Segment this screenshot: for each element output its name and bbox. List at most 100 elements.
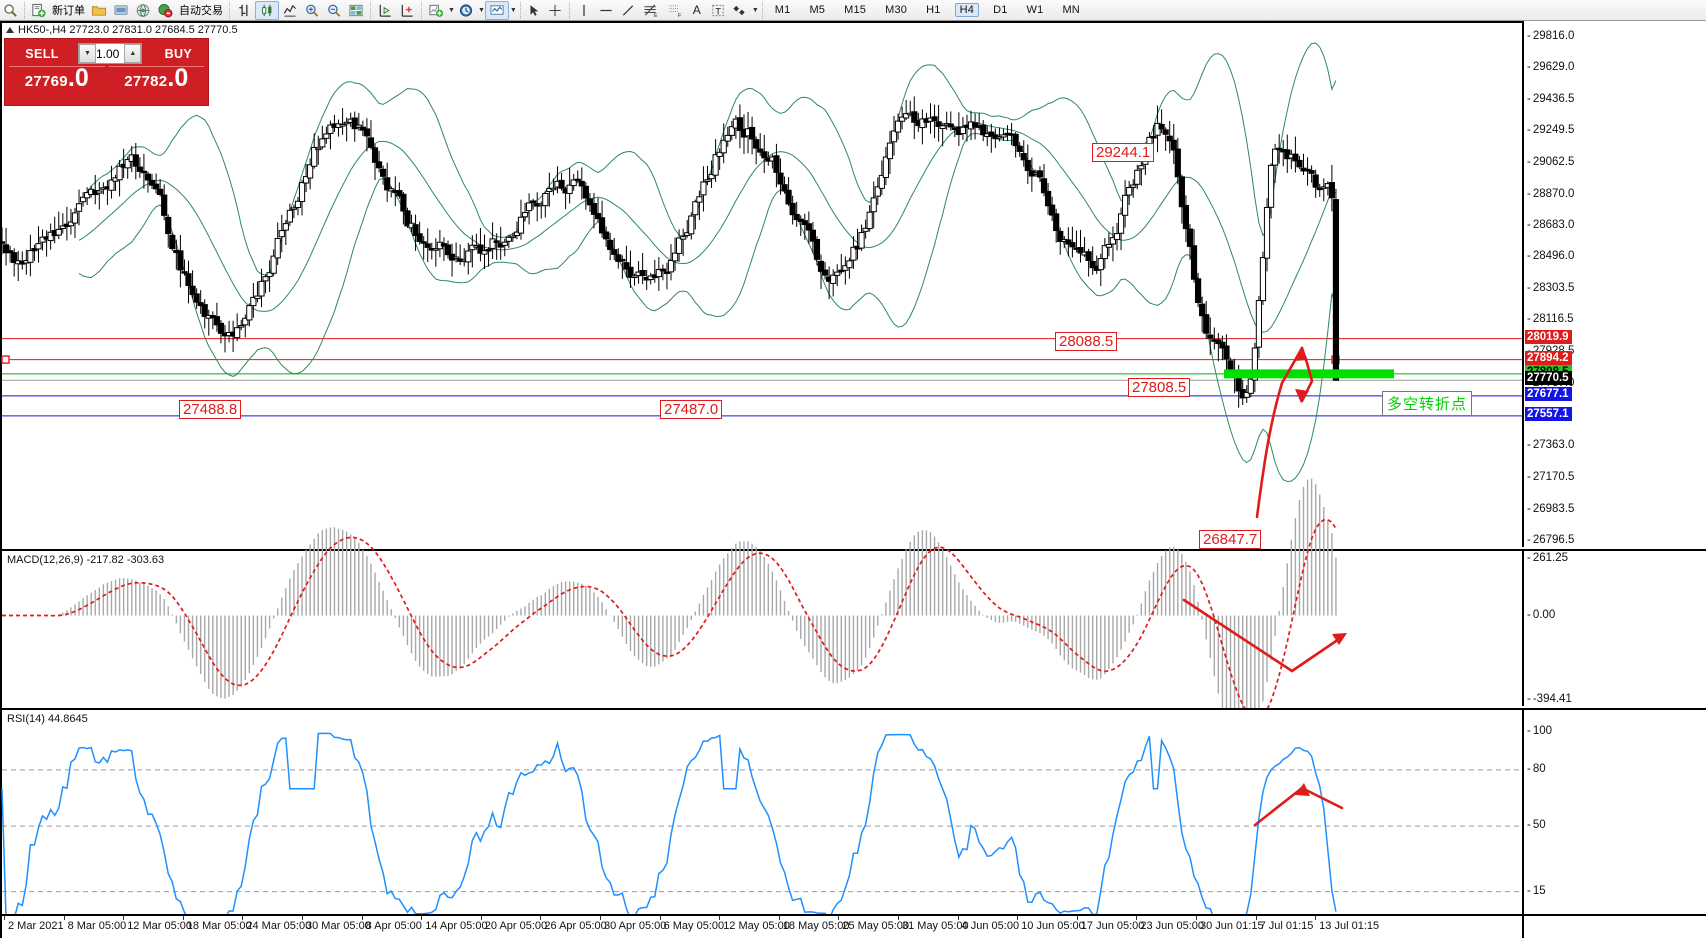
macd-pane[interactable]: MACD(12,26,9) -217.82 -303.63 (2, 478, 1524, 747)
cursor-icon[interactable] (524, 1, 544, 20)
new-order-label[interactable]: 新订单 (52, 5, 85, 17)
crosshair-icon[interactable] (544, 1, 566, 20)
autotrading-icon[interactable] (154, 1, 176, 20)
line-chart-icon[interactable] (279, 1, 301, 20)
volume-increment-button[interactable]: ▲ (124, 44, 142, 63)
folder-icon[interactable] (88, 1, 110, 20)
one-click-trading-panel[interactable]: SELL ▼ 1.00 ▲ BUY 27769 .0 27782 .0 (4, 38, 209, 106)
price-badge-support-line[interactable]: 27557.1 (1525, 406, 1572, 421)
trendline-icon[interactable] (617, 1, 639, 20)
price-level-annotation[interactable]: 27488.8 (179, 400, 242, 419)
timeframe-d1[interactable]: D1 (993, 4, 1008, 16)
toolbar-separator (229, 1, 230, 19)
autotrading-label[interactable]: 自动交易 (179, 5, 223, 17)
bar-chart-icon[interactable] (233, 1, 255, 20)
time-label: 31 May 05:00 (901, 920, 969, 932)
auto-scroll-icon[interactable] (396, 1, 418, 20)
buy-button[interactable]: BUY (164, 46, 193, 61)
price-pane[interactable] (0, 21, 1524, 549)
chart-text-annotation[interactable]: 多空转折点 (1382, 391, 1473, 416)
rsi-pane[interactable]: RSI(14) 44.8645 (1, 708, 1524, 922)
period-clock-icon[interactable] (455, 1, 477, 20)
price-level-annotation[interactable]: 29244.1 (1092, 143, 1155, 162)
price-level-annotation[interactable]: 26847.7 (1199, 530, 1262, 549)
chart-shift-icon[interactable] (374, 1, 396, 20)
time-tick (182, 916, 184, 920)
price-badge-last-price[interactable]: 27770.5 (1525, 371, 1572, 386)
vertical-line-icon[interactable] (573, 1, 595, 20)
price-axis[interactable]: 29816.0 29629.0 29436.5 29249.5 29062.5 28870… (1522, 21, 1706, 547)
sell-price-main: 27769 (24, 73, 68, 90)
buy-price[interactable]: 27782 .0 (108, 66, 204, 101)
rsi-chart-canvas[interactable] (1, 710, 1524, 922)
timeframe-w1[interactable]: W1 (1026, 4, 1044, 16)
time-tick (242, 916, 244, 920)
timeframe-m30[interactable]: M30 (885, 4, 908, 16)
zoom-out-icon[interactable] (323, 1, 345, 20)
volume-decrement-button[interactable]: ▼ (79, 44, 96, 63)
time-label: 10 Jun 05:00 (1021, 920, 1085, 932)
time-tick (4, 916, 5, 920)
chevron-down-icon[interactable]: ▼ (509, 6, 517, 14)
sell-price[interactable]: 27769 .0 (9, 66, 105, 101)
time-label: 30 Jun 01:15 (1199, 920, 1264, 932)
shapes-icon[interactable] (729, 1, 751, 20)
price-tick: 29062.5 (1527, 156, 1575, 168)
toolbar-separator (519, 1, 521, 19)
time-tick (1076, 916, 1078, 920)
price-tick: 29249.5 (1527, 124, 1575, 136)
toolbar-separator (421, 1, 422, 19)
text-icon[interactable]: A (692, 3, 701, 17)
terminal-icon[interactable] (110, 1, 132, 20)
timeframe-m15[interactable]: M15 (844, 4, 867, 16)
price-level-annotation[interactable]: 27808.5 (1128, 378, 1191, 397)
time-label: 7 Jul 01:15 (1259, 920, 1314, 932)
zoom-in-icon[interactable] (301, 1, 323, 20)
chevron-down-icon[interactable]: ▼ (448, 6, 455, 14)
timeframe-bar: M1 M5 M15 M30 H1 H4 D1 W1 MN (770, 3, 1085, 17)
time-label: 2 Mar 2021 (8, 920, 64, 932)
grid-icon[interactable] (345, 1, 367, 20)
horizontal-line-icon[interactable] (595, 1, 617, 20)
time-label: 30 Apr 05:00 (603, 920, 667, 932)
timeframe-m5[interactable]: M5 (809, 4, 826, 16)
chevron-down-icon[interactable]: ▼ (477, 6, 485, 14)
time-axis[interactable]: 2 Mar 2021 8 Mar 05:00 12 Mar 05:00 18 Mar … (2, 914, 1524, 938)
fibonacci-icon[interactable]: E (639, 1, 663, 20)
time-tick (659, 916, 661, 920)
price-badge-resistance-line[interactable]: 28019.9 (1525, 329, 1572, 344)
price-tick: 26796.5 (1527, 534, 1575, 546)
time-tick (1195, 916, 1197, 920)
templates-icon[interactable] (484, 0, 509, 20)
price-badge-order-line[interactable]: 27894.2 (1525, 350, 1572, 365)
price-chart-canvas[interactable] (0, 23, 1524, 549)
magnifier-icon[interactable] (0, 1, 21, 20)
price-level-annotation[interactable]: 28088.5 (1055, 332, 1118, 351)
price-tick: 27170.5 (1527, 471, 1575, 483)
time-label: 18 May 05:00 (782, 920, 850, 932)
price-tick: 26983.5 (1527, 503, 1575, 515)
volume-field[interactable]: ▼ 1.00 ▲ (78, 43, 143, 64)
price-tick: 29816.0 (1527, 30, 1575, 42)
price-badge-support-line[interactable]: 27677.1 (1525, 386, 1572, 401)
sell-button[interactable]: SELL (25, 46, 59, 61)
globe-icon[interactable] (132, 1, 154, 20)
timeframe-m1[interactable]: M1 (774, 4, 791, 16)
rsi-axis[interactable]: 100 80 50 15 (1522, 708, 1706, 914)
macd-chart-canvas[interactable] (2, 478, 1524, 747)
chevron-down-icon[interactable]: ▼ (751, 6, 759, 14)
equidistant-channel-icon[interactable]: F (663, 1, 687, 20)
price-level-annotation[interactable]: 27487.0 (660, 400, 723, 419)
new-order-icon[interactable] (28, 1, 49, 20)
timeframe-h1[interactable]: H1 (926, 4, 941, 16)
timeframe-mn[interactable]: MN (1062, 4, 1080, 16)
volume-value[interactable]: 1.00 (96, 46, 120, 61)
label-icon[interactable]: T (707, 1, 729, 20)
macd-tick: 261.25 (1527, 552, 1568, 564)
add-indicator-icon[interactable] (425, 1, 447, 20)
chart-area[interactable]: HK50-,H4 27723.0 27831.0 27684.5 27770.5… (0, 21, 1706, 938)
candlestick-chart-icon[interactable] (255, 0, 279, 20)
timeframe-h4[interactable]: H4 (954, 3, 980, 17)
time-tick (778, 916, 780, 920)
macd-axis[interactable]: 261.25 0.00 -394.41 (1522, 549, 1706, 706)
